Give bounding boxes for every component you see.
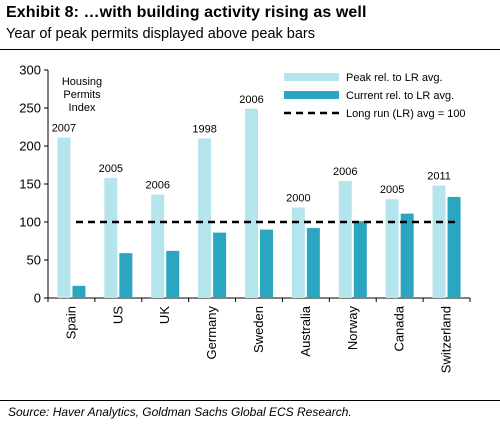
peak-bar-canada [385,199,399,298]
category-label-germany: Germany [204,306,219,360]
peak-year-label-uk: 2006 [145,180,169,192]
current-bar-us [119,253,133,298]
peak-year-label-switzerland: 2011 [427,171,451,183]
y-tick-label-50: 50 [27,253,41,268]
index-label-line-2: Permits [63,89,101,101]
peak-year-label-sweden: 2006 [239,94,263,106]
y-tick-label-150: 150 [19,177,41,192]
peak-year-label-spain: 2007 [52,123,76,135]
index-label-line-3: Index [69,102,96,114]
peak-bar-us [104,177,118,298]
current-bar-norway [353,221,367,298]
category-label-australia: Australia [298,305,313,356]
category-label-norway: Norway [345,306,360,351]
current-bar-uk [166,250,180,298]
current-bar-switzerland [447,196,461,298]
y-tick-label-300: 300 [19,63,41,78]
category-label-canada: Canada [392,305,407,351]
peak-year-label-canada: 2005 [380,184,404,196]
current-bar-germany [213,232,227,298]
current-bar-australia [306,228,320,298]
legend-label-longrun: Long run (LR) avg = 100 [346,108,466,120]
chart-subtitle: Year of peak permits displayed above pea… [6,26,315,42]
category-label-spain: Spain [63,306,78,339]
bottom-divider [0,400,500,401]
peak-year-label-australia: 2000 [286,193,310,205]
category-label-switzerland: Switzerland [439,306,454,373]
peak-year-label-us: 2005 [99,163,123,175]
source-note: Source: Haver Analytics, Goldman Sachs G… [8,405,352,419]
peak-year-label-norway: 2006 [333,166,357,178]
peak-year-label-germany: 1998 [192,123,216,135]
peak-bar-germany [198,138,212,298]
peak-bar-spain [57,137,71,298]
current-bar-sweden [260,229,273,298]
y-tick-label-200: 200 [19,139,41,154]
y-tick-label-250: 250 [19,101,41,116]
current-bar-canada [400,213,414,298]
legend-label-current: Current rel. to LR avg. [346,90,454,102]
category-label-sweden: Sweden [251,306,266,353]
category-label-us: US [110,306,125,324]
peak-bar-australia [291,207,305,298]
peak-bar-norway [338,180,352,298]
y-tick-label-100: 100 [19,215,41,230]
legend-swatch-current [284,91,339,99]
category-label-uk: UK [157,306,172,324]
peak-bar-uk [151,194,165,298]
y-tick-label-0: 0 [34,291,41,306]
legend-label-peak: Peak rel. to LR avg. [346,72,443,84]
peak-bar-switzerland [432,185,446,298]
bar-chart: 0 50 100 150 200 250 300 2007 Spain 2005 US 2006 UK 1… [19,63,471,373]
current-bar-spain [72,285,86,298]
peak-bar-sweden [245,108,258,298]
chart-title: Exhibit 8: …with building activity risin… [6,4,367,21]
legend-swatch-peak [284,73,339,81]
index-label-line-1: Housing [62,76,102,88]
top-divider [0,49,500,50]
